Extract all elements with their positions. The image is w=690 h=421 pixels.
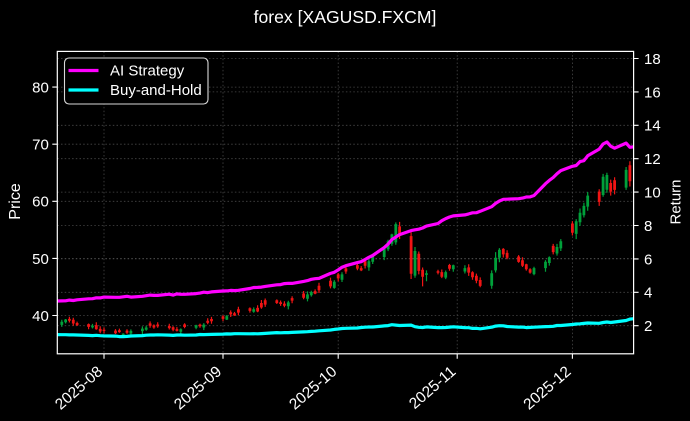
svg-text:2: 2 [644,318,652,335]
svg-text:8: 8 [644,218,652,235]
svg-text:18: 18 [644,51,661,68]
svg-text:14: 14 [644,118,661,135]
svg-text:16: 16 [644,84,661,101]
svg-text:AI Strategy: AI Strategy [110,63,185,80]
svg-text:12: 12 [644,151,661,168]
svg-text:60: 60 [32,194,49,211]
svg-text:Price: Price [7,183,24,220]
svg-text:4: 4 [644,285,652,302]
svg-text:6: 6 [644,251,652,268]
svg-text:forex [XAGUSD.FXCM]: forex [XAGUSD.FXCM] [254,7,437,27]
svg-text:50: 50 [32,251,49,268]
svg-text:Buy-and-Hold: Buy-and-Hold [110,82,202,99]
svg-text:40: 40 [32,308,49,325]
svg-text:80: 80 [32,80,49,97]
svg-text:10: 10 [644,185,661,202]
svg-text:70: 70 [32,137,49,154]
svg-text:Return: Return [668,179,685,224]
